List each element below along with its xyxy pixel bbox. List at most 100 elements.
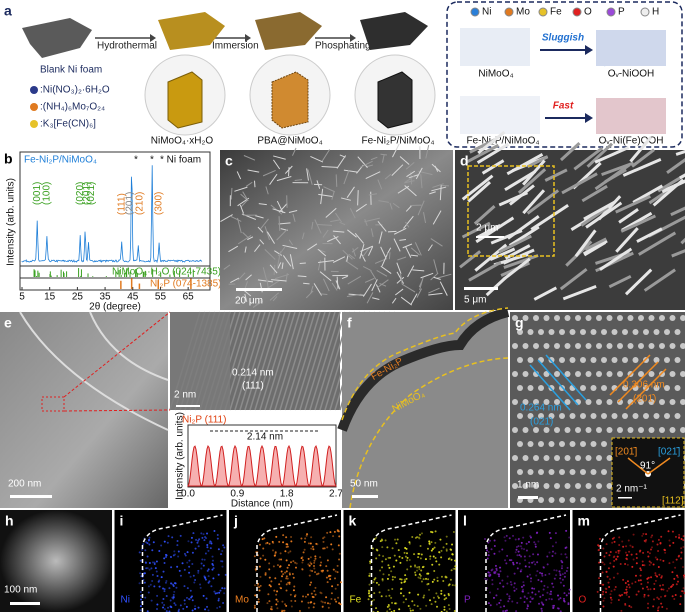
atom-column xyxy=(575,315,581,321)
map-dot xyxy=(627,539,630,542)
map-dot xyxy=(368,572,371,575)
nanorod xyxy=(402,283,416,293)
map-dot xyxy=(285,589,288,592)
map-dot xyxy=(563,575,566,578)
map-dot xyxy=(622,578,625,581)
map-dot xyxy=(613,559,616,562)
map-dot xyxy=(222,544,225,547)
peak-label: (001) xyxy=(32,182,43,205)
nanorod xyxy=(247,236,254,241)
map-dot xyxy=(618,549,621,552)
nanorod xyxy=(397,256,407,261)
map-dot xyxy=(565,570,568,573)
map-dot xyxy=(528,555,531,558)
nanorod xyxy=(272,159,281,170)
atom-column xyxy=(533,427,539,433)
map-dot xyxy=(651,534,654,537)
map-dot xyxy=(611,541,614,544)
map-dot xyxy=(188,571,191,574)
map-dot xyxy=(487,571,490,574)
atom-column xyxy=(622,385,628,391)
map-dot xyxy=(613,540,616,543)
atom-column xyxy=(596,343,602,349)
map-dot xyxy=(660,588,663,591)
atom-column xyxy=(674,329,681,335)
nanorod xyxy=(594,146,630,164)
atom-column xyxy=(548,469,555,475)
map-dot xyxy=(637,579,640,582)
map-dot xyxy=(190,536,193,539)
map-dot xyxy=(443,606,446,609)
map-dot xyxy=(668,544,671,547)
plane: (201̄) xyxy=(633,394,656,405)
map-dot xyxy=(434,541,437,544)
map-dot xyxy=(301,567,304,570)
map-dot xyxy=(305,534,308,537)
map-panel: Fek xyxy=(343,510,457,612)
map-dot xyxy=(602,599,605,602)
product: Fe-Ni₂P/NiMoO₄ xyxy=(362,136,435,147)
y-axis-title: Intensity (arb. units) xyxy=(6,178,17,266)
map-dot xyxy=(623,591,626,594)
map-dot xyxy=(264,558,267,561)
map-dot xyxy=(639,567,642,570)
atom-column xyxy=(580,413,586,419)
nanorod xyxy=(247,169,260,173)
map-dot xyxy=(302,595,305,598)
map-dot xyxy=(606,575,609,578)
atom-column xyxy=(680,371,685,377)
map-dot xyxy=(309,569,312,572)
map-dot xyxy=(278,540,281,543)
map-dot xyxy=(170,582,173,585)
map-dot xyxy=(491,578,494,581)
nanorod xyxy=(403,215,414,229)
nanorod xyxy=(522,189,546,215)
atom-column xyxy=(622,413,628,419)
map-dot xyxy=(672,541,675,544)
map-dot xyxy=(140,598,143,601)
atom-column xyxy=(680,343,685,349)
map-dot xyxy=(641,560,644,563)
map-dot xyxy=(487,541,490,544)
map-dot xyxy=(560,567,563,570)
atom-column xyxy=(527,385,534,391)
nanorod xyxy=(431,163,441,173)
map-dot xyxy=(373,598,376,601)
map-dot xyxy=(285,536,288,539)
map-dot xyxy=(621,593,624,596)
nanorod xyxy=(331,282,338,291)
map-dot xyxy=(399,561,402,564)
map-dot xyxy=(329,602,332,605)
map-dot xyxy=(520,547,523,550)
nanorod xyxy=(380,265,392,274)
map-dot xyxy=(301,561,304,564)
atom-column xyxy=(659,315,665,321)
map-dot xyxy=(603,563,606,566)
map-dot xyxy=(526,603,529,606)
panel-label: k xyxy=(349,513,357,529)
map-dot xyxy=(214,592,217,595)
map-dot xyxy=(646,586,649,589)
atom-column xyxy=(590,469,597,475)
nanorod xyxy=(229,215,242,222)
map-dot xyxy=(442,546,445,549)
map-dot xyxy=(300,537,303,540)
map-dot xyxy=(435,560,438,563)
map-dot xyxy=(647,555,650,558)
map-dot xyxy=(310,562,313,565)
map-dot xyxy=(294,600,297,603)
step: Hydrothermal xyxy=(97,41,157,52)
nanorod xyxy=(638,231,677,256)
nanorod xyxy=(399,156,410,165)
map-dot xyxy=(293,595,296,598)
map-dot xyxy=(540,601,543,604)
nanorod xyxy=(414,242,422,256)
nanorod xyxy=(476,223,501,239)
atom-column xyxy=(564,455,571,461)
map-dot xyxy=(657,607,660,610)
map-dot xyxy=(396,538,399,541)
map-dot xyxy=(503,536,506,539)
map-dot xyxy=(393,554,396,557)
map-dot xyxy=(309,583,312,586)
panel-a: a Blank Ni foam :Ni(NO₃)₂·6H₂O :(NH₄)₆Mo… xyxy=(4,1,683,148)
